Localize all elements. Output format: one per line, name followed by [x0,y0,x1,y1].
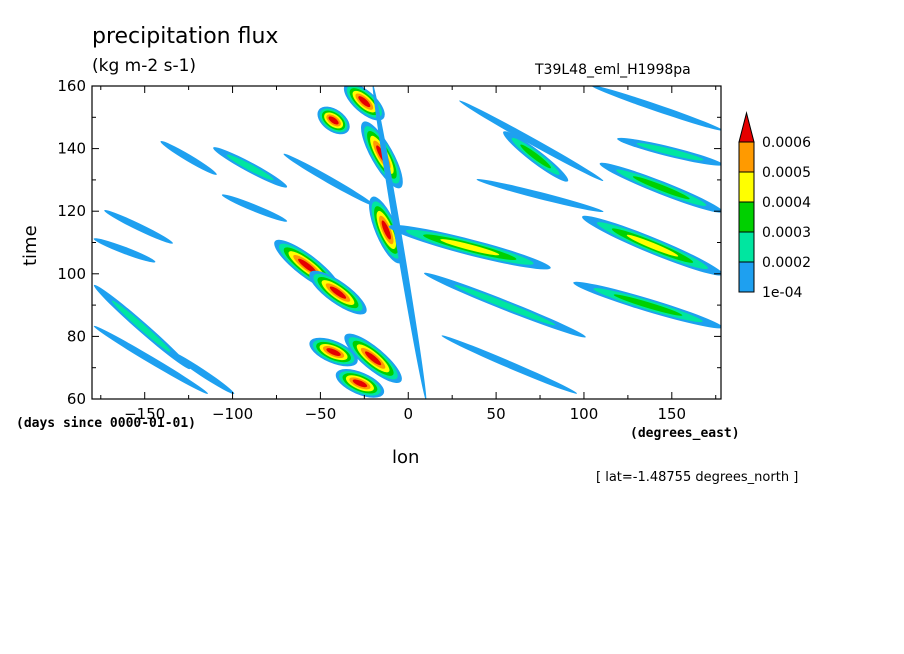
precip-band-11 [335,369,385,398]
precip-band-3 [169,350,235,395]
precip-band-17 [317,106,350,135]
colorbar: 1e-04 0.0002 0.0003 0.0004 0.0005 0.0006 [738,111,811,301]
precip-band-5 [160,141,217,175]
colorbar-arrow [738,111,755,143]
colorbar-label: 0.0003 [762,225,811,241]
colorbar-label: 0.0005 [762,165,811,181]
precip-band-21 [459,100,604,181]
x-axis-units: (degrees_east) [630,426,740,441]
x-tick-label: 100 [570,405,599,423]
precip-band-22 [476,179,604,213]
precip-band-4 [104,210,173,244]
contour-level-1 [454,284,556,326]
precip-band-13 [309,337,358,367]
precip-band-10 [309,270,367,315]
contour-level-2 [613,294,683,316]
x-tick-label: 0 [403,405,413,423]
colorbar-swatch [738,231,755,263]
contour-level-0 [93,238,156,263]
contour-level-1 [226,154,274,181]
contour-level-1 [636,143,704,161]
precip-band-25 [573,281,721,329]
y-axis: 60 80 100 120 140 160 [57,77,721,408]
precip-band-27 [617,137,721,166]
contour-level-5 [329,286,347,299]
precip-band-19 [423,272,586,338]
contour-level-0 [459,100,604,181]
contour-level-5 [352,379,368,388]
x-tick-label: 50 [487,405,506,423]
contour-level-0 [221,194,288,222]
precip-band-24 [582,215,721,276]
contour-level-0 [283,153,375,207]
chart-title: precipitation flux [92,24,279,49]
contour-level-0 [104,210,173,244]
y-tick-label: 160 [57,77,86,95]
precip-band-29 [372,86,427,399]
y-tick-label: 100 [57,265,86,283]
precip-band-8 [221,194,288,222]
y-axis-units: (days since 0000-01-01) [16,416,197,431]
colorbar-label: 0.0006 [762,135,811,151]
contour-level-5 [381,220,391,240]
colorbar-swatch [738,171,755,203]
precip-band-7 [283,153,375,207]
contour-level-0 [441,335,578,394]
precip-band-23 [503,131,569,182]
colorbar-label: 1e-04 [762,285,802,301]
contour-level-3 [440,239,500,256]
x-axis: −150 −100 −50 0 50 100 150 [100,86,717,423]
latitude-annotation: [ lat=-1.48755 degrees_north ] [596,470,799,485]
precip-band-16 [369,196,404,264]
colorbar-swatch [738,261,755,293]
contour-level-5 [326,348,341,356]
contour-level-5 [358,96,371,108]
contour-level-0 [160,141,217,175]
y-tick-label: 60 [67,390,86,408]
precip-band-20 [441,335,578,394]
contour-level-2 [632,176,690,200]
contour-level-0 [372,86,427,399]
x-tick-label: −50 [305,405,337,423]
contour-level-2 [520,144,551,169]
contour-level-1 [111,300,173,354]
x-tick-label: 150 [657,405,686,423]
contour-level-0 [476,179,604,213]
contour-level-0 [590,86,721,131]
contour-level-0 [93,325,208,394]
contour-level-3 [626,234,679,257]
precip-band-2 [93,325,208,394]
precip-band-6 [213,147,288,188]
heatmap-field [93,86,721,399]
precip-band-1 [93,284,191,370]
precip-band-18 [388,224,551,270]
x-axis-label: lon [392,447,420,468]
precip-band-14 [343,86,385,121]
y-axis-label: time [20,225,41,266]
precip-band-12 [344,333,402,383]
x-tick-label: −150 [124,405,165,423]
y-tick-label: 80 [67,327,86,345]
y-tick-label: 140 [57,140,86,158]
colorbar-swatch [738,141,755,173]
contour-level-0 [169,350,235,395]
precip-band-26 [599,162,721,213]
y-tick-label: 120 [57,202,86,220]
precip-band-28 [590,86,721,131]
colorbar-label: 0.0002 [762,255,811,271]
colorbar-swatch [738,201,755,233]
contour-level-5 [328,116,339,125]
run-label: T39L48_eml_H1998pa [535,62,691,78]
x-tick-label: −100 [212,405,253,423]
chart-units: (kg m-2 s-1) [92,56,197,76]
colorbar-label: 0.0004 [762,195,811,211]
precip-band-0 [93,238,156,263]
contour-level-5 [298,258,317,274]
contour-level-5 [365,351,382,366]
